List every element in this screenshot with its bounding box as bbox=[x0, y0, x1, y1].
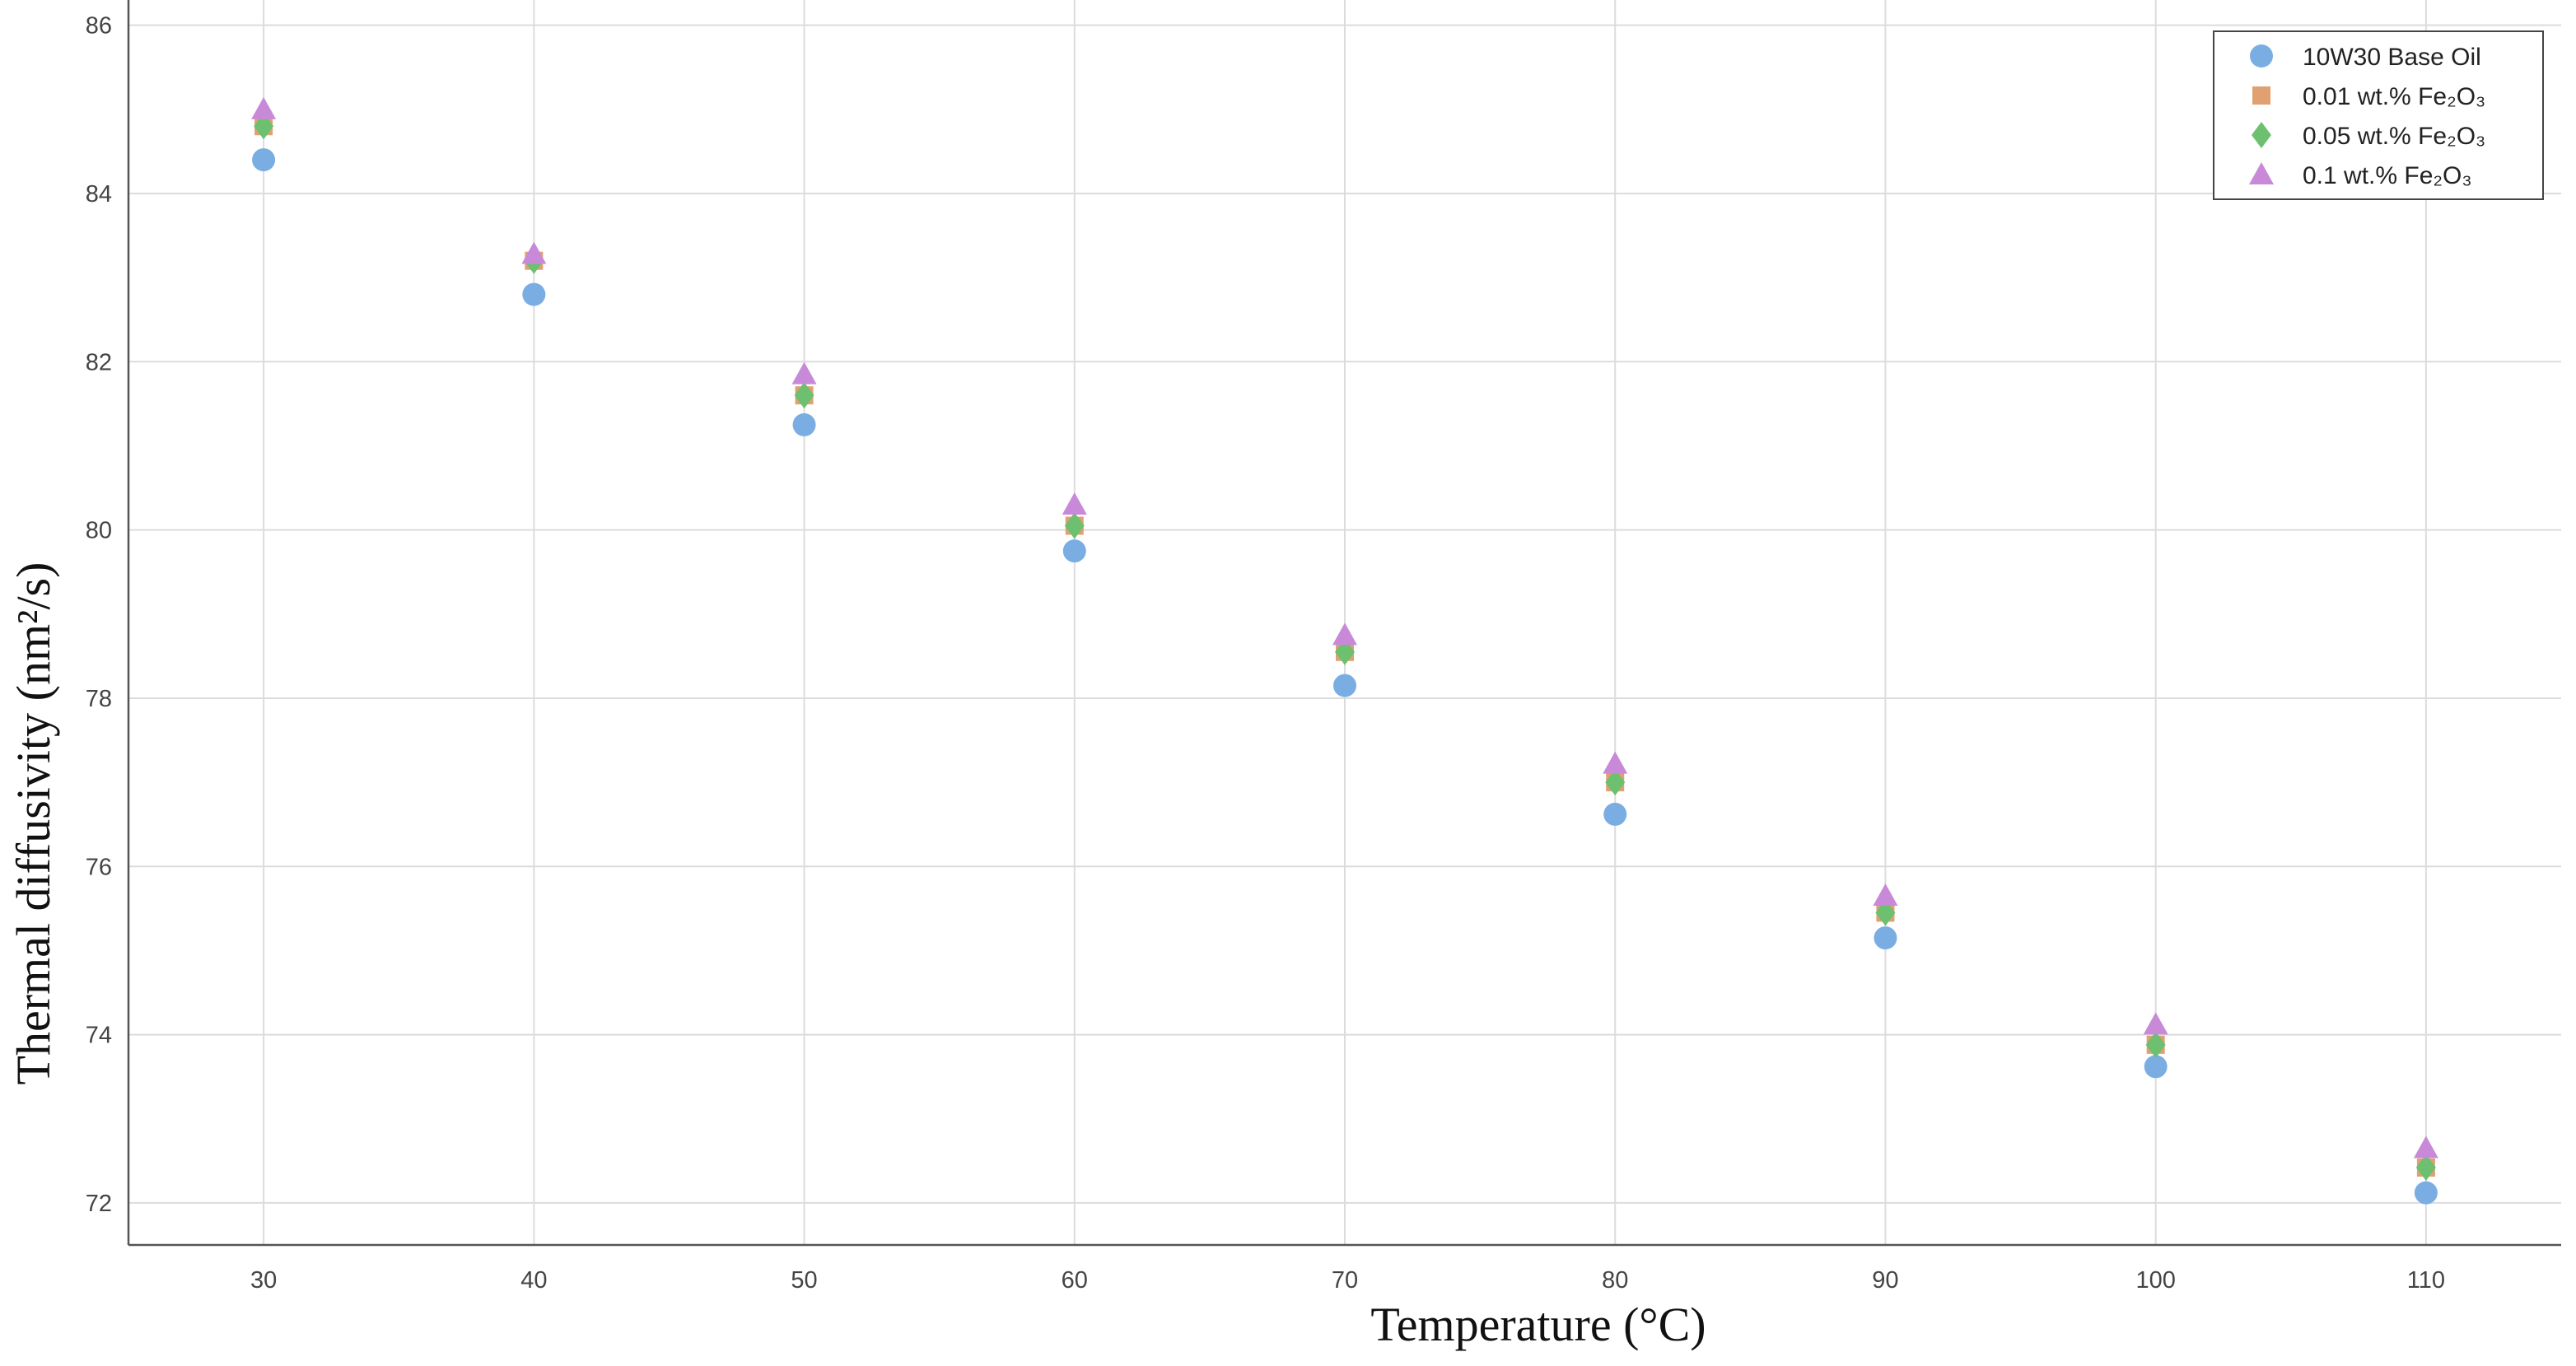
legend: 10W30 Base Oil 0.01 wt.% Fe₂O₃ 0.05 wt.% F… bbox=[2213, 30, 2544, 200]
x-tick-label: 50 bbox=[791, 1267, 817, 1294]
data-point bbox=[2415, 1154, 2436, 1182]
series-4 bbox=[251, 96, 2438, 1159]
y-tick-label: 84 bbox=[86, 181, 112, 207]
data-point bbox=[1062, 539, 1086, 563]
series-1 bbox=[252, 148, 2438, 1205]
series-3 bbox=[254, 113, 2436, 1182]
data-point bbox=[2414, 1181, 2438, 1205]
data-point bbox=[1332, 622, 1357, 646]
data-point bbox=[1064, 512, 1085, 539]
data-point bbox=[521, 241, 547, 264]
data-points bbox=[251, 96, 2438, 1205]
data-point bbox=[1875, 899, 1896, 926]
data-point bbox=[794, 382, 814, 409]
data-point bbox=[2145, 1031, 2166, 1058]
grid-lines bbox=[128, 0, 2561, 1245]
x-tick-label: 40 bbox=[520, 1267, 547, 1294]
data-point bbox=[791, 361, 817, 385]
data-point bbox=[1603, 751, 1628, 774]
data-point bbox=[1062, 492, 1087, 515]
legend-marker bbox=[2252, 86, 2270, 105]
data-point bbox=[252, 148, 276, 172]
y-tick-label: 86 bbox=[86, 13, 112, 40]
data-point bbox=[1603, 802, 1627, 826]
legend-marker bbox=[2249, 162, 2274, 184]
y-axis-title: Thermal diffusivity (nm²/s) bbox=[7, 562, 60, 1085]
legend-entry: 0.1 wt.% Fe₂O₃ bbox=[2303, 162, 2472, 189]
data-point bbox=[2144, 1055, 2168, 1079]
data-point bbox=[1333, 674, 1356, 697]
legend-entry: 10W30 Base Oil bbox=[2303, 44, 2481, 71]
x-tick-label: 90 bbox=[1872, 1267, 1898, 1294]
data-point bbox=[1873, 883, 1898, 907]
data-point bbox=[1605, 769, 1626, 796]
legend-marker bbox=[2252, 122, 2271, 148]
y-tick-label: 80 bbox=[86, 518, 112, 544]
x-tick-label: 80 bbox=[1602, 1267, 1628, 1294]
data-point bbox=[792, 413, 816, 436]
x-tick-label: 60 bbox=[1062, 1267, 1088, 1294]
x-tick-label: 30 bbox=[250, 1267, 277, 1294]
data-point bbox=[2143, 1012, 2168, 1035]
x-tick-label: 70 bbox=[1332, 1267, 1358, 1294]
y-tick-label: 74 bbox=[86, 1023, 112, 1049]
x-axis-title: Temperature (°C) bbox=[1370, 1298, 1706, 1351]
data-point bbox=[254, 113, 274, 140]
data-point bbox=[1335, 638, 1355, 665]
x-tick-label: 110 bbox=[2407, 1267, 2445, 1294]
legend-entry: 0.01 wt.% Fe₂O₃ bbox=[2303, 83, 2485, 110]
data-point bbox=[1874, 926, 1897, 950]
data-point bbox=[2413, 1135, 2438, 1159]
x-tick-label: 100 bbox=[2135, 1267, 2175, 1294]
legend-entry: 0.05 wt.% Fe₂O₃ bbox=[2303, 123, 2485, 150]
y-tick-label: 72 bbox=[86, 1191, 112, 1217]
tick-labels: 30 40 50 60 70 80 90 100 110 72 74 76 78 80 82 84 86 bbox=[86, 13, 2445, 1294]
data-point bbox=[251, 96, 277, 119]
axes bbox=[127, 0, 2561, 1247]
legend-marker bbox=[2250, 44, 2273, 68]
y-tick-label: 82 bbox=[86, 349, 112, 375]
y-tick-label: 78 bbox=[86, 686, 112, 712]
y-tick-label: 76 bbox=[86, 854, 112, 880]
data-point bbox=[522, 282, 546, 306]
